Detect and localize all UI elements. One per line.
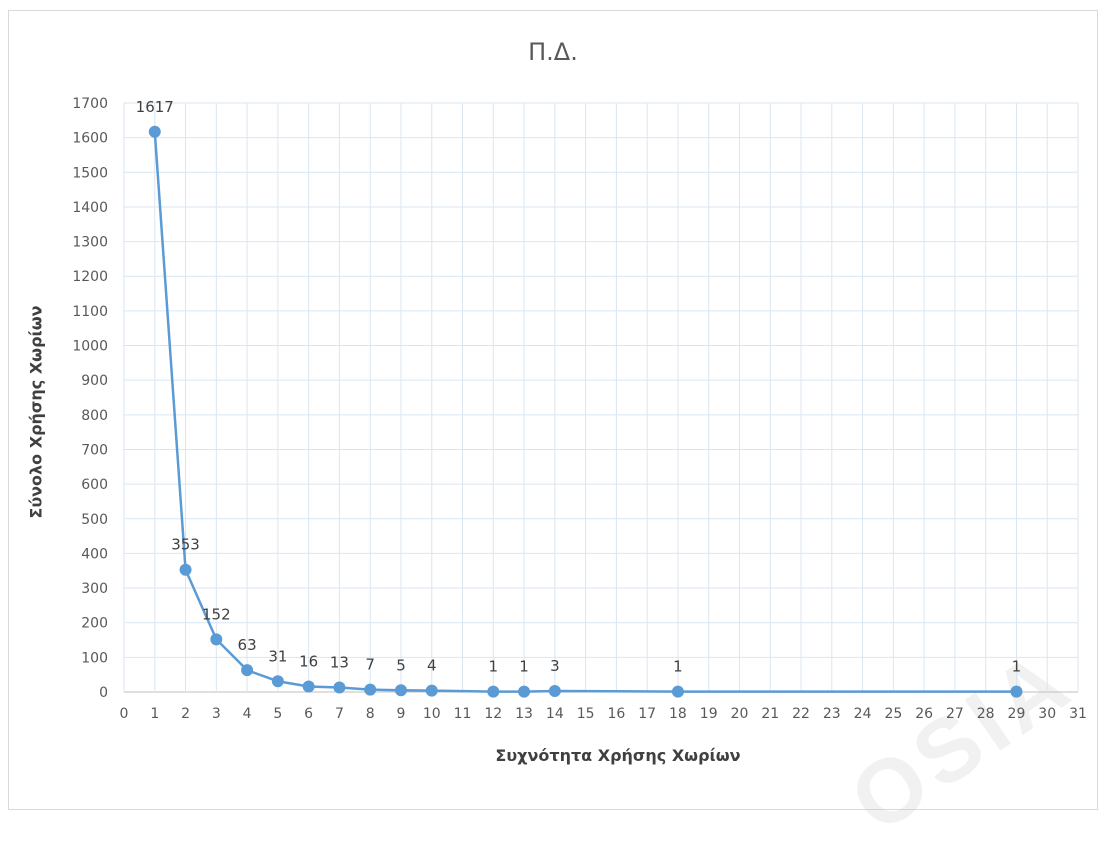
data-label: 1: [673, 658, 683, 676]
series-line-group: [148, 125, 1023, 698]
y-tick-label: 1200: [72, 269, 108, 285]
y-tick-label: 400: [81, 546, 108, 562]
y-tick-label: 900: [81, 373, 108, 389]
line-chart: 0100200300400500600700800900100011001200…: [72, 96, 1087, 722]
y-tick-label: 1500: [72, 165, 108, 181]
y-tick-label: 600: [81, 477, 108, 493]
data-label: 31: [268, 647, 287, 665]
x-tick-label: 23: [823, 706, 841, 722]
data-label: 7: [365, 656, 375, 674]
y-tick-label: 200: [81, 616, 108, 632]
x-tick-label: 14: [546, 706, 564, 722]
x-tick-label: 27: [946, 706, 964, 722]
x-tick-label: 9: [397, 706, 406, 722]
chart-title: Π.Δ.: [528, 38, 578, 66]
y-tick-labels: 0 100 200 300 400 500 600 700 800 900 1000 1100 1200…: [72, 96, 108, 701]
x-tick-label: 11: [454, 706, 472, 722]
data-point: [179, 563, 192, 576]
data-point: [302, 680, 315, 693]
x-tick-label: 24: [854, 706, 872, 722]
y-tick-label: 300: [81, 581, 108, 597]
data-label: 16: [299, 652, 318, 670]
x-axis-label: Συχνότητα Χρήσης Χωρίων: [495, 746, 741, 765]
data-point: [148, 125, 161, 138]
x-tick-label: 18: [669, 706, 687, 722]
x-tick-label: 15: [577, 706, 595, 722]
x-tick-label: 31: [1069, 706, 1087, 722]
y-tick-label: 1100: [72, 304, 108, 320]
y-tick-label: 800: [81, 408, 108, 424]
x-tick-label: 1: [150, 706, 159, 722]
x-tick-label: 19: [700, 706, 718, 722]
x-tick-label: 25: [884, 706, 902, 722]
data-label: 353: [171, 536, 200, 554]
data-label: 1: [519, 658, 529, 676]
x-tick-label: 30: [1038, 706, 1056, 722]
x-tick-label: 17: [638, 706, 656, 722]
y-tick-label: 0: [99, 685, 108, 701]
data-point: [1010, 685, 1023, 698]
x-tick-label: 20: [731, 706, 749, 722]
data-label: 3: [550, 657, 560, 675]
x-tick-label: 21: [761, 706, 779, 722]
x-tick-labels: 0 1 2 3 4 5 6 7 8 9 10 11 12 13 14 15 16 17 18 19 20 21 22 23 24…: [120, 706, 1087, 722]
y-tick-label: 500: [81, 512, 108, 528]
x-tick-label: 4: [243, 706, 252, 722]
x-tick-label: 5: [273, 706, 282, 722]
y-tick-label: 1700: [72, 96, 108, 112]
x-tick-label: 0: [120, 706, 129, 722]
x-tick-label: 10: [423, 706, 441, 722]
data-point: [671, 685, 684, 698]
data-point: [210, 633, 223, 646]
x-tick-label: 12: [484, 706, 502, 722]
data-label: 1: [489, 658, 499, 676]
data-label: 5: [396, 656, 406, 674]
data-point: [548, 684, 561, 697]
data-label: 13: [330, 653, 349, 671]
x-tick-label: 6: [304, 706, 313, 722]
data-point: [333, 681, 346, 694]
y-tick-label: 100: [81, 650, 108, 666]
data-point: [394, 684, 407, 697]
y-tick-label: 700: [81, 442, 108, 458]
data-label: 4: [427, 657, 437, 675]
x-tick-label: 29: [1008, 706, 1026, 722]
data-point: [487, 685, 500, 698]
chart-frame: [8, 10, 1098, 810]
x-tick-label: 16: [607, 706, 625, 722]
x-tick-label: 2: [181, 706, 190, 722]
data-label: 1: [1012, 658, 1022, 676]
x-tick-label: 28: [977, 706, 995, 722]
data-point: [241, 664, 254, 677]
x-tick-label: 13: [515, 706, 533, 722]
data-label: 1617: [136, 98, 174, 116]
data-label: 63: [238, 636, 257, 654]
y-tick-label: 1600: [72, 131, 108, 147]
x-tick-label: 3: [212, 706, 221, 722]
x-tick-label: 8: [366, 706, 375, 722]
y-tick-label: 1300: [72, 235, 108, 251]
y-tick-label: 1000: [72, 339, 108, 355]
data-point: [425, 684, 438, 697]
data-label: 152: [202, 605, 231, 623]
grid-lines: [123, 102, 1079, 693]
data-point: [271, 675, 284, 688]
data-point: [518, 685, 531, 698]
data-point: [364, 683, 377, 696]
y-tick-label: 1400: [72, 200, 108, 216]
x-tick-label: 26: [915, 706, 933, 722]
x-tick-label: 7: [335, 706, 344, 722]
x-tick-label: 22: [792, 706, 810, 722]
